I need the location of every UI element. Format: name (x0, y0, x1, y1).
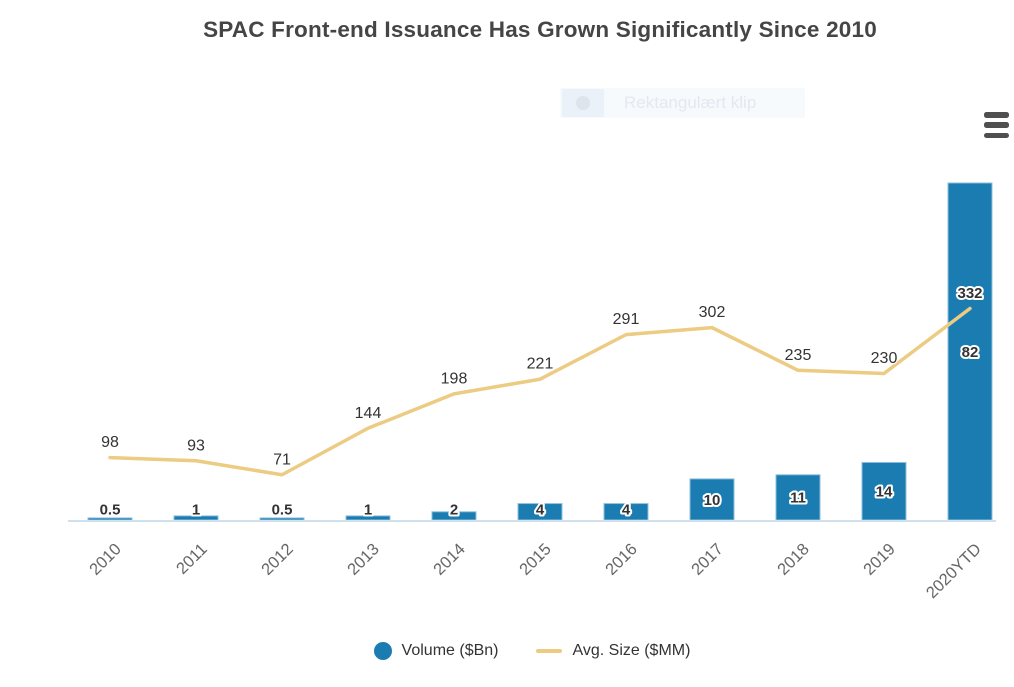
hamburger-menu-icon[interactable] (984, 111, 1010, 139)
hamburger-bar (984, 112, 1009, 118)
x-axis-label-2010: 2010 (86, 540, 125, 579)
bar-label-2017: 10 (704, 492, 721, 509)
chart-title: SPAC Front-end Issuance Has Grown Signif… (203, 17, 877, 42)
line-label-2014: 198 (441, 370, 468, 387)
line-label-2013: 144 (355, 405, 382, 422)
line-label-2012: 71 (273, 451, 291, 468)
x-axis-label-2020YTD: 2020YTD (923, 540, 985, 602)
x-axis-label-2018: 2018 (774, 540, 813, 579)
x-axis-label-2014: 2014 (430, 540, 469, 579)
legend-item-avg-size[interactable]: Avg. Size ($MM) (536, 642, 690, 660)
x-axis-label-2019: 2019 (860, 540, 899, 579)
x-axis-label-2012: 2012 (258, 540, 297, 579)
avg-size-legend-swatch-icon (536, 649, 563, 653)
line-label-2020YTD: 332 (957, 285, 982, 302)
volume-bars-series (87, 182, 993, 521)
snip-tool-swatch-box (562, 89, 604, 117)
bar-label-2016: 4 (622, 501, 631, 518)
snip-dot-icon (576, 96, 590, 110)
bar-label-2018: 11 (790, 490, 806, 507)
legend-label-avg-size: Avg. Size ($MM) (572, 642, 691, 659)
bar-label-2013: 1 (364, 501, 372, 518)
avg-size-line-series (108, 306, 972, 477)
line-label-2016: 291 (613, 311, 640, 328)
bar-label-2010: 0.5 (100, 501, 121, 518)
line-label-2017: 302 (699, 304, 726, 321)
bar-label-2019: 14 (876, 484, 893, 501)
snip-tool-label: Rektangulært klip (624, 93, 757, 112)
bar-label-2011: 1 (192, 501, 200, 518)
line-label-2019: 230 (871, 350, 898, 367)
line-label-2015: 221 (527, 356, 554, 373)
bar-label-2020YTD: 82 (962, 344, 979, 361)
x-axis-label-2017: 2017 (688, 540, 727, 579)
bar-label-2015: 4 (536, 501, 545, 518)
bar-2018 (775, 474, 821, 521)
x-axis: 2010 2011 2012 2013 2014 2015 2016 2017 2018 2019… (68, 520, 996, 602)
line-label-2011: 93 (187, 437, 205, 454)
bar-label-2014: 2 (450, 501, 458, 518)
bar-2017 (689, 478, 735, 521)
line-label-2010: 98 (101, 434, 119, 451)
legend-label-volume: Volume ($Bn) (401, 642, 499, 659)
hamburger-bar (984, 132, 1009, 138)
x-axis-label-2016: 2016 (602, 540, 641, 579)
bar-2019 (861, 461, 907, 521)
legend: Volume ($Bn) Avg. Size ($MM) (68, 642, 996, 660)
avg-size-line (108, 306, 972, 477)
line-label-2018: 235 (785, 347, 812, 364)
x-axis-label-2013: 2013 (344, 540, 383, 579)
bar-label-2012: 0.5 (272, 501, 293, 518)
legend-item-volume[interactable]: Volume ($Bn) (373, 642, 499, 660)
volume-legend-swatch-icon (373, 642, 392, 660)
data-labels: 0.5 1 0.5 1 2 4 4 10 11 14 82 98 93 71 144 198 221 291 302… (98, 283, 985, 520)
x-axis-label-2011: 2011 (173, 540, 211, 578)
hamburger-bar (984, 122, 1009, 128)
x-axis-label-2015: 2015 (516, 540, 555, 579)
snip-tool-overlay: Rektangulært klip (560, 88, 805, 118)
